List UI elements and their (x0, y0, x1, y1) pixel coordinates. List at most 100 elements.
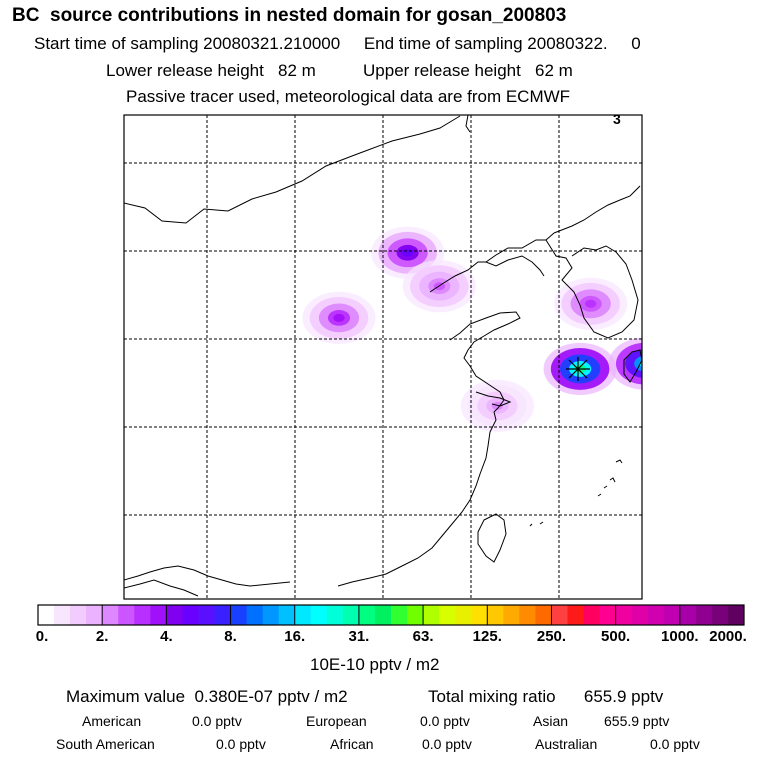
colorbar-segment (230, 605, 248, 625)
colorbar-segment (695, 605, 713, 625)
north-korea-border (553, 185, 641, 234)
colorbar-tick-label: 125. (472, 628, 502, 645)
colorbar-segment (503, 605, 520, 625)
colorbar-segment (118, 605, 135, 625)
colorbar-segment (551, 605, 568, 625)
colorbar-frame (37, 604, 745, 626)
colorbar-segment (358, 605, 376, 625)
sampling-time-line: Start time of sampling 20080321.210000 E… (34, 34, 641, 53)
colorbar-tick-label: 250. (536, 628, 567, 645)
japan-kyushu (623, 349, 642, 383)
region-label-african: African (330, 736, 374, 752)
colorbar-segment (535, 605, 552, 625)
map-frame (123, 114, 643, 600)
colorbar-tick-label: 2000. (709, 628, 747, 645)
colorbar-segment (407, 605, 424, 625)
colorbar-segment (487, 605, 504, 625)
japan-islands (529, 459, 623, 527)
northeast-border (465, 115, 471, 133)
liaodong-coast (485, 232, 555, 263)
colorbar-segment (583, 605, 601, 625)
colorbar-segment (391, 605, 408, 625)
hainan-coast (124, 565, 291, 587)
region-label-european: European (306, 713, 367, 729)
yangtze-delta (475, 391, 512, 407)
hotspot-hebei-west (333, 313, 345, 322)
colorbar-tick-label: 16. (284, 628, 306, 645)
hotspot-beijing-plume (402, 248, 414, 257)
colorbar-segment (86, 605, 103, 625)
colorbar-segment (166, 605, 183, 625)
total-mixing-ratio: Total mixing ratio 655.9 pptv (428, 687, 664, 706)
hotspot-shanghai (491, 401, 503, 410)
northern-border (124, 115, 461, 224)
colorbar-segment (150, 605, 167, 625)
region-label-south-american: South American (56, 736, 155, 752)
colorbar-segment (599, 605, 617, 625)
colorbar-units: 10E-10 pptv / m2 (310, 655, 440, 674)
colorbar-segment (647, 605, 665, 625)
region-value-african: 0.0 pptv (422, 736, 472, 752)
map-layer (124, 115, 642, 599)
colorbar-segment (326, 605, 344, 625)
region-value-american: 0.0 pptv (192, 713, 242, 729)
maximum-value: Maximum value 0.380E-07 pptv / m2 (66, 687, 348, 706)
colorbar-segment (38, 605, 55, 625)
region-value-asian: 655.9 pptv (604, 713, 670, 729)
colorbar-segment (246, 605, 264, 625)
colorbar-segment (134, 605, 151, 625)
east-china-coast (337, 411, 497, 587)
region-label-australian: Australian (535, 736, 598, 752)
colorbar-segment (70, 605, 87, 625)
region-label-american: American (82, 713, 142, 729)
colorbar-segment (711, 605, 729, 625)
region-value-south-american: 0.0 pptv (216, 736, 266, 752)
colorbar-segment (198, 605, 215, 625)
colorbar-segment (54, 605, 71, 625)
colorbar-segment (423, 605, 440, 625)
receptor-marker (566, 357, 590, 381)
colorbar-segment (342, 605, 360, 625)
colorbar-segment (455, 605, 472, 625)
colorbar-tick-label: 1000. (661, 628, 699, 645)
release-height-line: Lower release height 82 m Upper release … (106, 61, 573, 80)
colorbar-segment (727, 605, 745, 625)
colorbar-segment (615, 605, 633, 625)
colorbar-tick-label: 4. (160, 628, 173, 645)
region-label-asian: Asian (533, 713, 569, 729)
map-corner-label: 3 (613, 111, 621, 127)
colorbar-segment (567, 605, 585, 625)
colorbar-segment (519, 605, 536, 625)
colorbar-tick-label: 500. (601, 628, 631, 645)
lat-lon-grid (124, 115, 642, 599)
colorbar-segment (182, 605, 199, 625)
colorbar-segment (278, 605, 296, 625)
hotspot-korea-west (585, 299, 597, 308)
hotspot-kyushu (625, 349, 642, 378)
chart-title: BC source contributions in nested domain… (12, 5, 567, 26)
hotspot-kyushu (634, 356, 642, 372)
colorbar-tick-label: 63. (412, 628, 434, 645)
region-value-australian: 0.0 pptv (650, 736, 700, 752)
colorbar-segment (471, 605, 488, 625)
southwest-border (124, 579, 199, 597)
colorbar-segment (102, 605, 119, 625)
colorbar-tick-label: 0. (35, 628, 49, 645)
colorbar-segment (310, 605, 328, 625)
bohai-coast (429, 255, 545, 293)
colorbar-segment (679, 605, 697, 625)
colorbar-segment (262, 605, 280, 625)
tracer-info-line: Passive tracer used, meteorological data… (126, 87, 571, 106)
taiwan (477, 513, 507, 563)
colorbar-segment (294, 605, 312, 625)
colorbar-tick-label: 8. (224, 628, 237, 645)
colorbar (37, 605, 745, 625)
korea-peninsula (545, 239, 639, 339)
colorbar-tick-label: 2. (95, 628, 109, 645)
colorbar-tick-label: 31. (348, 628, 370, 645)
colorbar-segment (663, 605, 681, 625)
coastlines (124, 115, 642, 597)
colorbar-segment (214, 605, 232, 625)
hotspot-kyushu (615, 342, 642, 385)
